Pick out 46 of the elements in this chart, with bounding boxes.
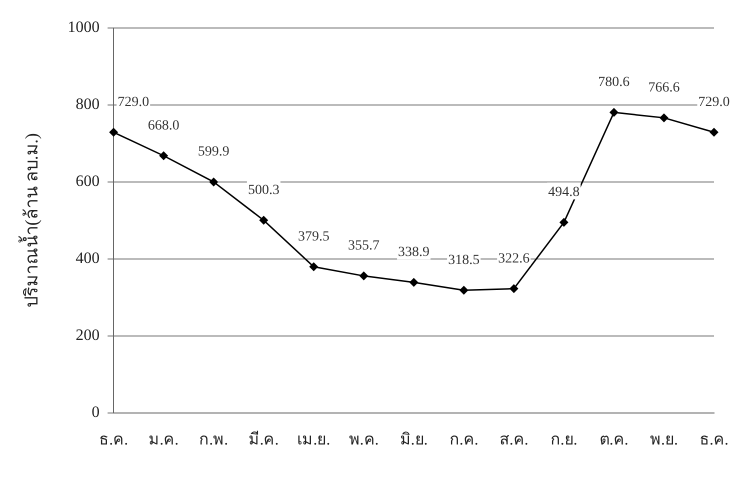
x-tick-label: ก.ย. bbox=[550, 432, 578, 449]
x-tick-label: พ.ค. bbox=[348, 432, 379, 449]
x-tick-label: ธ.ค. bbox=[99, 432, 128, 449]
point bbox=[659, 113, 668, 122]
text: 729.0 bbox=[698, 94, 730, 110]
x-tick-label: เม.ย. bbox=[297, 432, 330, 449]
y-tick-label: 400 bbox=[76, 250, 100, 268]
text: 322.6 bbox=[498, 251, 530, 266]
point bbox=[109, 128, 118, 137]
x-tick-label: ต.ค. bbox=[599, 432, 628, 449]
x-tick-label: ม.ค. bbox=[148, 432, 179, 449]
text: 318.5 bbox=[448, 252, 480, 268]
point bbox=[559, 218, 568, 227]
y-tick-label: 1000 bbox=[68, 19, 100, 36]
point bbox=[459, 286, 468, 295]
y-tick-label: 600 bbox=[76, 173, 100, 190]
x-tick-label: ส.ค. bbox=[499, 432, 528, 449]
x-tick-label: ธ.ค. bbox=[700, 432, 728, 449]
text: 599.9 bbox=[198, 144, 230, 160]
text: 729.0 bbox=[118, 94, 150, 110]
point bbox=[159, 151, 168, 160]
point bbox=[359, 271, 368, 280]
y-axis-title: ปริมาณน้ำ(ล้าน ลบ.ม.) bbox=[18, 133, 42, 308]
point bbox=[209, 177, 218, 186]
point bbox=[309, 262, 318, 272]
point bbox=[710, 128, 718, 137]
text: 780.6 bbox=[598, 75, 630, 90]
point bbox=[609, 108, 618, 117]
text: 500.3 bbox=[248, 182, 280, 198]
x-tick-label: มิ.ย. bbox=[400, 432, 428, 449]
x-tick-label: พ.ย. bbox=[650, 432, 678, 449]
text: 379.5 bbox=[298, 229, 330, 244]
text: 494.8 bbox=[548, 185, 580, 200]
x-tick-label: ก.พ. bbox=[199, 432, 228, 449]
y-tick-label: 0 bbox=[92, 404, 100, 422]
text: 355.7 bbox=[348, 238, 380, 254]
x-tick-label: ก.ค. bbox=[449, 432, 478, 449]
y-tick-label: 800 bbox=[76, 96, 100, 114]
text: 668.0 bbox=[148, 118, 180, 134]
text: 338.9 bbox=[398, 245, 430, 260]
point bbox=[259, 216, 268, 225]
y-tick-label: 200 bbox=[76, 327, 100, 344]
point bbox=[409, 278, 418, 287]
point bbox=[509, 284, 518, 294]
x-tick-label: มี.ค. bbox=[248, 430, 279, 449]
text: 766.6 bbox=[648, 80, 680, 96]
